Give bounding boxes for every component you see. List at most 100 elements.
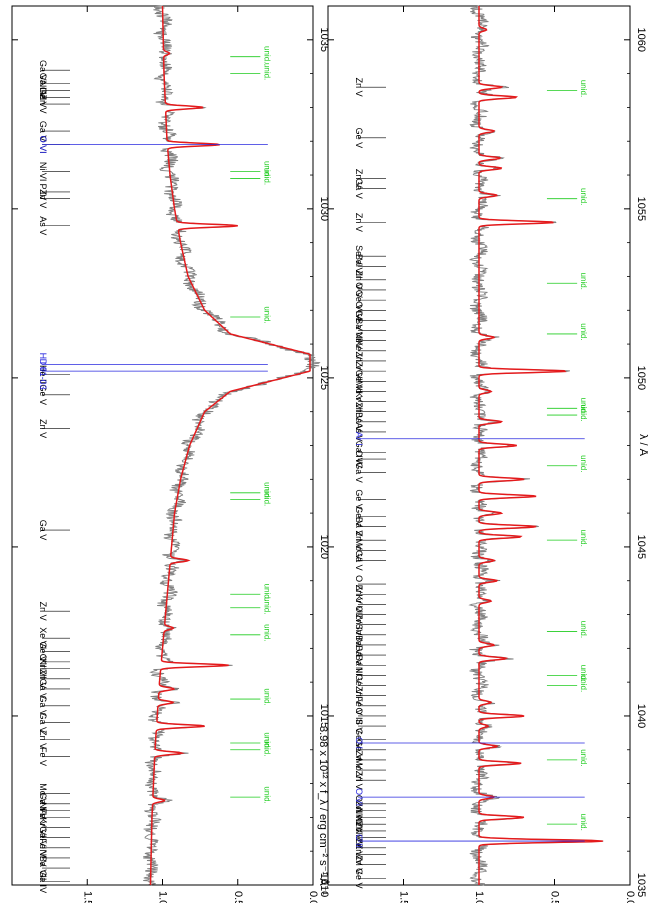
x-tick-label: 1035 (635, 873, 647, 897)
unid-label: unid. (262, 732, 271, 749)
line-label: Fe V (38, 808, 48, 827)
line-label: Zn V (38, 95, 48, 114)
unid-label: unid. (579, 749, 588, 766)
line-label: Xe VI (38, 627, 48, 649)
line-label: O VI (354, 795, 364, 813)
line-label: Zn V (354, 402, 364, 421)
line-label: Zn V (354, 351, 364, 370)
line-label: Ga V (38, 520, 48, 541)
y-tick-label: 1.0 (473, 891, 485, 903)
x-tick-label: 1030 (318, 197, 330, 221)
line-label: Fe V (38, 838, 48, 857)
line-label: Ga IV (38, 870, 48, 893)
y-axis-label: 3.98 x 10¹² x f_λ / erg cm⁻² s⁻¹ Å⁻¹ (317, 726, 330, 895)
interstellar-label: O I (354, 737, 364, 749)
line-label: Ga V (354, 550, 364, 571)
y-tick-label: 1.5 (398, 891, 410, 903)
line-label: Ni V (354, 667, 364, 684)
line-label: Ga V (354, 178, 364, 199)
x-tick-label: 1050 (635, 366, 647, 390)
line-label: O IV (354, 450, 364, 468)
y-tick-label: 0.5 (232, 891, 244, 903)
line-label: Ga V (38, 679, 48, 700)
unid-label: unid. (262, 624, 271, 641)
line-label: Ga VI (38, 826, 48, 849)
line-label: Ga V (38, 712, 48, 733)
line-label: Zn V (354, 771, 364, 790)
x-tick-label: 1015 (318, 704, 330, 728)
line-label: Ge VI (354, 370, 364, 393)
line-label: Ni V (38, 802, 48, 819)
unid-label: unid. (262, 597, 271, 614)
unid-label: unid. (579, 323, 588, 340)
interstellar-label: D I (38, 359, 48, 371)
interstellar-label: O VI (354, 788, 364, 806)
line-label: O IV (354, 606, 364, 624)
line-label: Ni V (38, 849, 48, 866)
model-spectrum (478, 6, 603, 885)
line-label: Ni V (354, 332, 364, 349)
unid-label: unid. (579, 813, 588, 830)
y-tick-label: 1.0 (157, 891, 169, 903)
line-label: Ge V (354, 740, 364, 761)
line-label: Ba VII (354, 254, 364, 279)
line-label: As V (38, 216, 48, 235)
x-tick-label: 1055 (635, 197, 647, 221)
line-label: As V (354, 422, 364, 441)
observed-spectrum (143, 5, 321, 886)
line-label: Ni VI (38, 81, 48, 101)
line-label: Zn V (38, 602, 48, 621)
y-tick-label: 0.0 (624, 891, 636, 903)
line-label: O IV (354, 301, 364, 319)
y-tick-label: 0.5 (549, 891, 561, 903)
line-label: Ni VI (38, 162, 48, 182)
line-label: Kr VI (38, 659, 48, 679)
x-tick-label: 1020 (318, 535, 330, 559)
line-label: O V (354, 282, 364, 298)
line-label: Zn V (38, 419, 48, 438)
line-label: Zn IV (354, 844, 364, 866)
line-label: Zn V (354, 213, 364, 232)
model-spectrum (149, 6, 311, 885)
line-label: Ba V (354, 412, 364, 432)
bottom-panel: 1035 1040 1045 1050 1055 1060 0.0 0.5 1.0 1.5 Ge V… (327, 5, 647, 903)
line-label: Zn V (354, 531, 364, 550)
line-label: Zr VI (354, 361, 364, 381)
unid-label: unid. (579, 80, 588, 97)
line-label: Ge V (38, 641, 48, 662)
unid-label: unid. (579, 529, 588, 546)
unid-label: unid. (579, 273, 588, 290)
unid-label: unid. (579, 621, 588, 638)
unid-label: unid. (579, 404, 588, 421)
x-tick-label: 1035 (318, 28, 330, 52)
line-label: Ni IV (354, 808, 364, 828)
line-label: Ga V (38, 60, 48, 81)
line-label: Zn V (38, 189, 48, 208)
line-label: Zn V (354, 78, 364, 97)
unid-label: unid. (262, 482, 271, 499)
line-label: Zn V (354, 750, 364, 769)
unid-label: unid. (579, 675, 588, 692)
line-label: Ge VI (354, 674, 364, 697)
x-axis-label: λ / Å (637, 434, 648, 457)
line-label: Kr VI (354, 392, 364, 412)
line-label: Ge V (354, 868, 364, 889)
unid-label: unid. (262, 63, 271, 80)
line-label: Ge V (38, 385, 48, 406)
line-label: Zn V (354, 686, 364, 705)
line-label: Ge V (354, 489, 364, 510)
line-label: Xe VI (354, 340, 364, 362)
observed-spectrum (468, 5, 604, 886)
line-label: Ni IV (354, 828, 364, 848)
line-label: Ge V (38, 87, 48, 108)
x-tick-label: 1060 (635, 28, 647, 52)
line-label: Sn IV (354, 624, 364, 646)
line-label: Zn V (354, 821, 364, 840)
line-label: Zn V (38, 669, 48, 688)
line-label: Ba V (354, 635, 364, 655)
line-label: Ni V (354, 816, 364, 833)
line-label: Zn V (354, 169, 364, 188)
y-tick-label: 1.5 (81, 891, 93, 903)
line-label: Mo VI (354, 758, 364, 782)
interstellar-label: Ar I (354, 432, 364, 446)
